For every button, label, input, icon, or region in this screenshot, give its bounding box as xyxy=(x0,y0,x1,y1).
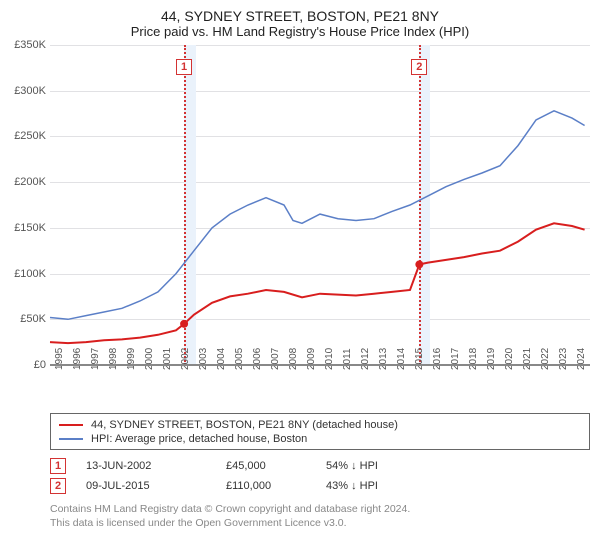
sale-dot xyxy=(180,320,188,328)
sale-date: 13-JUN-2002 xyxy=(86,460,226,472)
event-marker: 2 xyxy=(411,59,427,75)
y-tick-label: £350K xyxy=(14,39,46,51)
sale-marker: 1 xyxy=(50,458,66,474)
page-title: 44, SYDNEY STREET, BOSTON, PE21 8NY xyxy=(10,8,590,24)
x-axis-baseline xyxy=(50,364,590,366)
legend-label: 44, SYDNEY STREET, BOSTON, PE21 8NY (det… xyxy=(91,419,398,431)
y-tick-label: £250K xyxy=(14,130,46,142)
series-hpi xyxy=(50,111,585,319)
sale-date: 09-JUL-2015 xyxy=(86,480,226,492)
attribution-footer: Contains HM Land Registry data © Crown c… xyxy=(50,502,590,530)
sale-marker: 2 xyxy=(50,478,66,494)
sale-hpi-delta: 54% ↓ HPI xyxy=(326,460,426,472)
legend-label: HPI: Average price, detached house, Bost… xyxy=(91,433,307,445)
chart-plot xyxy=(50,45,590,365)
y-tick-label: £150K xyxy=(14,222,46,234)
legend-swatch xyxy=(59,424,83,426)
sale-row: 2 09-JUL-2015£110,00043% ↓ HPI xyxy=(50,476,590,496)
footer-line-2: This data is licensed under the Open Gov… xyxy=(50,516,590,530)
y-tick-label: £0 xyxy=(34,359,46,371)
legend-item: HPI: Average price, detached house, Bost… xyxy=(59,432,581,446)
sale-price: £45,000 xyxy=(226,460,326,472)
hpi-chart: £0£50K£100K£150K£200K£250K£300K£350K 199… xyxy=(50,45,590,365)
legend-item: 44, SYDNEY STREET, BOSTON, PE21 8NY (det… xyxy=(59,418,581,432)
page-subtitle: Price paid vs. HM Land Registry's House … xyxy=(10,24,590,39)
sale-dot xyxy=(415,260,423,268)
y-tick-label: £100K xyxy=(14,268,46,280)
sale-row: 1 13-JUN-2002£45,00054% ↓ HPI xyxy=(50,456,590,476)
sale-price: £110,000 xyxy=(226,480,326,492)
y-tick-label: £300K xyxy=(14,85,46,97)
footer-line-1: Contains HM Land Registry data © Crown c… xyxy=(50,502,590,516)
y-tick-label: £50K xyxy=(20,313,46,325)
y-tick-label: £200K xyxy=(14,176,46,188)
sale-hpi-delta: 43% ↓ HPI xyxy=(326,480,426,492)
legend-swatch xyxy=(59,438,83,440)
legend: 44, SYDNEY STREET, BOSTON, PE21 8NY (det… xyxy=(50,413,590,450)
event-marker: 1 xyxy=(176,59,192,75)
series-property xyxy=(50,223,585,343)
